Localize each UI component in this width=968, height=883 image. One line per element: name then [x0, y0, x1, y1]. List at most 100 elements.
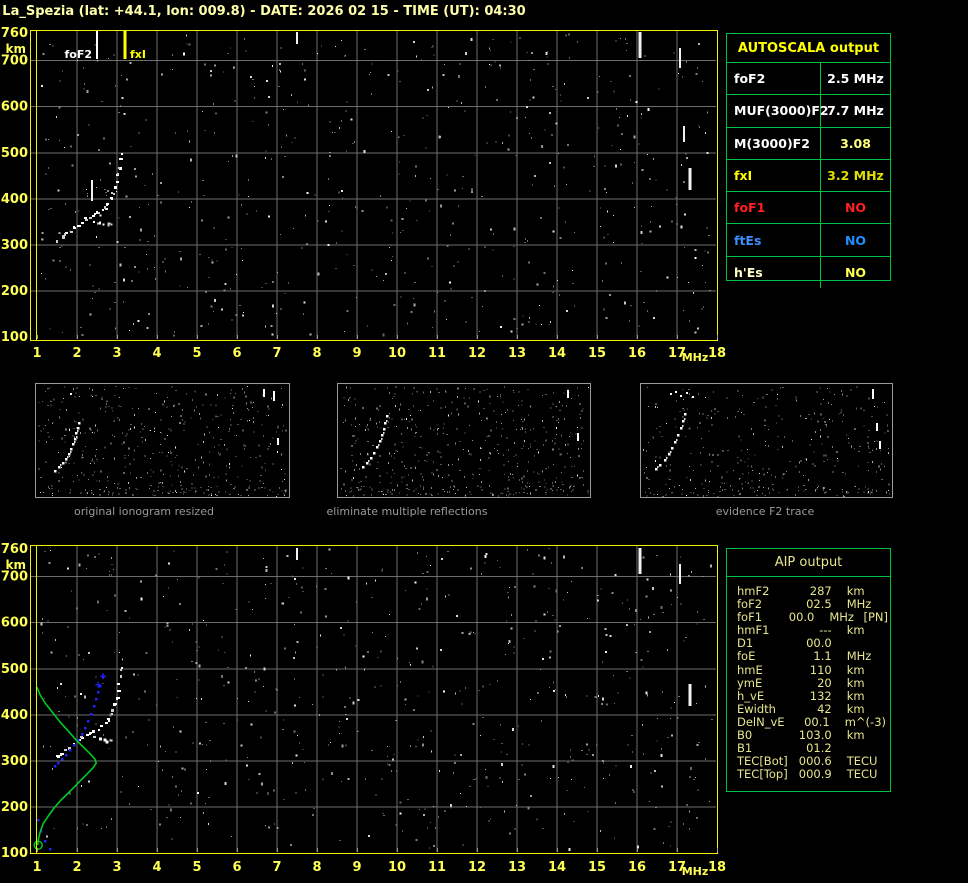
thumbnail-caption-original: original ionogram resized: [74, 505, 214, 518]
aip-unit: MHz: [846, 597, 872, 612]
aip-unit: km: [846, 728, 865, 743]
autoscala-row-m3000f2: M(3000)F2 3.08: [727, 126, 890, 159]
aip-unit: km: [846, 675, 865, 690]
aip-name: TEC[Bot]: [737, 754, 788, 769]
svg-text:16: 16: [628, 860, 646, 875]
svg-text:17: 17: [668, 346, 686, 361]
aip-name: ymE: [737, 675, 763, 690]
aip-row-d1: D1 00.0: [737, 637, 888, 650]
svg-text:300: 300: [1, 754, 28, 769]
parameter-value: NO: [844, 232, 867, 248]
aip-row-fof1: foF1 00.0 MHz [PN]: [737, 611, 888, 624]
svg-text:9: 9: [352, 860, 361, 875]
aip-value: 01.2: [806, 741, 832, 756]
aip-value: 000.6: [798, 754, 832, 769]
svg-text:6: 6: [232, 346, 241, 361]
svg-text:15: 15: [588, 346, 606, 361]
aip-name: foE: [737, 649, 756, 664]
svg-text:13: 13: [508, 860, 526, 875]
svg-text:12: 12: [468, 346, 486, 361]
aip-output-table: AIP output hmF2 287 km foF2 02.5 MHz foF1 00.0 M…: [726, 548, 891, 792]
aip-row-hmf2: hmF2 287 km: [737, 584, 888, 598]
parameter-value: 7.7 MHz: [827, 103, 884, 119]
svg-text:600: 600: [1, 100, 28, 115]
aip-unit: km: [846, 701, 865, 716]
svg-text:16: 16: [628, 346, 646, 361]
thumbnail-caption-eliminate: eliminate multiple reflections: [326, 505, 488, 518]
svg-text:2: 2: [72, 346, 81, 361]
svg-text:3: 3: [112, 346, 121, 361]
aip-name: foF2: [737, 597, 763, 612]
svg-text:500: 500: [1, 662, 28, 677]
svg-text:10: 10: [388, 860, 406, 875]
aip-unit: MHz: [846, 649, 872, 664]
svg-text:foF2: foF2: [64, 48, 92, 61]
aip-row-delnve: DelN_vE 00.1 m^(-3): [737, 714, 888, 729]
parameter-label: foF2: [727, 63, 821, 95]
svg-text:11: 11: [428, 860, 446, 875]
aip-unit: TECU: [846, 767, 878, 782]
autoscala-table-rows: foF2 2.5 MHz MUF(3000)F2 7.7 MHz M(3000)F2 3.…: [727, 62, 890, 289]
parameter-label: M(3000)F2: [727, 127, 821, 159]
aip-row-b1: B1 01.2: [737, 742, 888, 755]
aip-table-header: AIP output: [727, 549, 890, 577]
aip-value: 02.5: [806, 597, 832, 612]
aip-row-foe: foE 1.1 MHz: [737, 650, 888, 663]
svg-text:km: km: [6, 558, 26, 572]
aip-value: 20: [817, 675, 832, 690]
aip-value: 00.0: [788, 610, 815, 625]
svg-text:4: 4: [152, 860, 161, 875]
aip-row-tecbot: TEC[Bot] 000.6 TECU: [737, 755, 888, 768]
parameter-value: 3.2 MHz: [827, 168, 884, 184]
svg-text:10: 10: [388, 346, 406, 361]
aip-unit: m^(-3): [844, 714, 886, 729]
parameter-label: foF1: [727, 192, 821, 224]
svg-text:12: 12: [468, 860, 486, 875]
svg-text:1: 1: [32, 346, 41, 361]
svg-text:9: 9: [352, 346, 361, 361]
aip-row-yme: ymE 20 km: [737, 675, 888, 690]
aip-value: 00.1: [804, 714, 830, 729]
autoscala-output-table: AUTOSCALA output foF2 2.5 MHz MUF(3000)F2 7…: [726, 33, 891, 289]
svg-text:400: 400: [1, 192, 28, 207]
svg-text:8: 8: [312, 860, 321, 875]
aip-row-hmf1: hmF1 --- km: [737, 624, 888, 637]
svg-text:MHz: MHz: [682, 865, 709, 878]
svg-text:100: 100: [1, 846, 28, 861]
aip-value: 287: [809, 584, 832, 598]
svg-text:15: 15: [588, 860, 606, 875]
aip-row-b0: B0 103.0 km: [737, 728, 888, 743]
parameter-value: 2.5 MHz: [827, 71, 884, 87]
aip-value: ---: [819, 623, 832, 638]
svg-text:7: 7: [272, 860, 281, 875]
aip-row-hme: hmE 110 km: [737, 662, 888, 677]
page-title: La_Spezia (lat: +44.1, lon: 009.8) - DAT…: [2, 4, 526, 19]
autoscala-row-fof2: foF2 2.5 MHz: [727, 62, 890, 95]
svg-text:7: 7: [272, 346, 281, 361]
parameter-label: fxI: [727, 159, 821, 192]
svg-text:600: 600: [1, 616, 28, 631]
svg-text:14: 14: [548, 860, 566, 875]
svg-text:MHz: MHz: [682, 351, 709, 364]
parameter-value: 3.08: [840, 135, 871, 151]
aip-unit: TECU: [846, 754, 878, 769]
parameter-value: NO: [844, 264, 867, 280]
aip-row-tectop: TEC[Top] 000.9 TECU: [737, 768, 888, 781]
svg-text:13: 13: [508, 346, 526, 361]
parameter-label: h'Es: [727, 256, 821, 289]
svg-text:300: 300: [1, 238, 28, 253]
aip-value: 103.0: [798, 728, 832, 743]
aip-table-rows: hmF2 287 km foF2 02.5 MHz foF1 00.0 MHz [PN] hmF1-…: [727, 577, 890, 781]
svg-text:500: 500: [1, 146, 28, 161]
svg-text:17: 17: [668, 860, 686, 875]
autoscala-row-fof1: foF1 NO: [727, 191, 890, 224]
aip-name: D1: [737, 636, 754, 651]
aip-unit: km: [846, 662, 865, 677]
svg-text:5: 5: [192, 860, 201, 875]
aip-name: hmE: [737, 662, 763, 677]
aip-name: DelN_vE: [737, 714, 785, 729]
autoscala-row-fxi: fxI 3.2 MHz: [727, 158, 890, 192]
aip-value: 1.1: [813, 649, 832, 664]
svg-text:400: 400: [1, 708, 28, 723]
